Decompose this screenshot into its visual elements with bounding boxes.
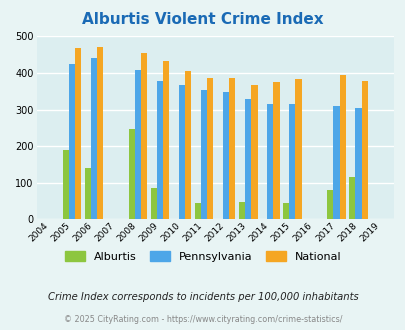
Bar: [348, 177, 354, 219]
Text: Alburtis Violent Crime Index: Alburtis Violent Crime Index: [82, 12, 323, 26]
Bar: [163, 61, 169, 219]
Bar: [185, 72, 191, 219]
Bar: [97, 47, 103, 219]
Bar: [339, 75, 345, 219]
Bar: [289, 104, 295, 219]
Bar: [229, 78, 235, 219]
Bar: [134, 70, 141, 219]
Bar: [295, 79, 301, 219]
Text: Crime Index corresponds to incidents per 100,000 inhabitants: Crime Index corresponds to incidents per…: [47, 292, 358, 302]
Bar: [157, 81, 163, 219]
Bar: [273, 82, 279, 219]
Bar: [68, 64, 75, 219]
Bar: [333, 106, 339, 219]
Bar: [251, 85, 257, 219]
Bar: [179, 85, 185, 219]
Bar: [128, 129, 134, 219]
Bar: [200, 90, 207, 219]
Bar: [266, 104, 273, 219]
Bar: [239, 202, 245, 219]
Bar: [326, 190, 333, 219]
Bar: [62, 150, 68, 219]
Bar: [91, 57, 97, 219]
Bar: [141, 53, 147, 219]
Bar: [245, 99, 251, 219]
Bar: [223, 92, 229, 219]
Bar: [84, 168, 91, 219]
Bar: [75, 48, 81, 219]
Text: © 2025 CityRating.com - https://www.cityrating.com/crime-statistics/: © 2025 CityRating.com - https://www.city…: [64, 315, 341, 324]
Bar: [194, 203, 200, 219]
Bar: [361, 81, 367, 219]
Bar: [207, 78, 213, 219]
Bar: [354, 108, 361, 219]
Legend: Alburtis, Pennsylvania, National: Alburtis, Pennsylvania, National: [65, 251, 340, 262]
Bar: [282, 203, 289, 219]
Bar: [150, 188, 157, 219]
